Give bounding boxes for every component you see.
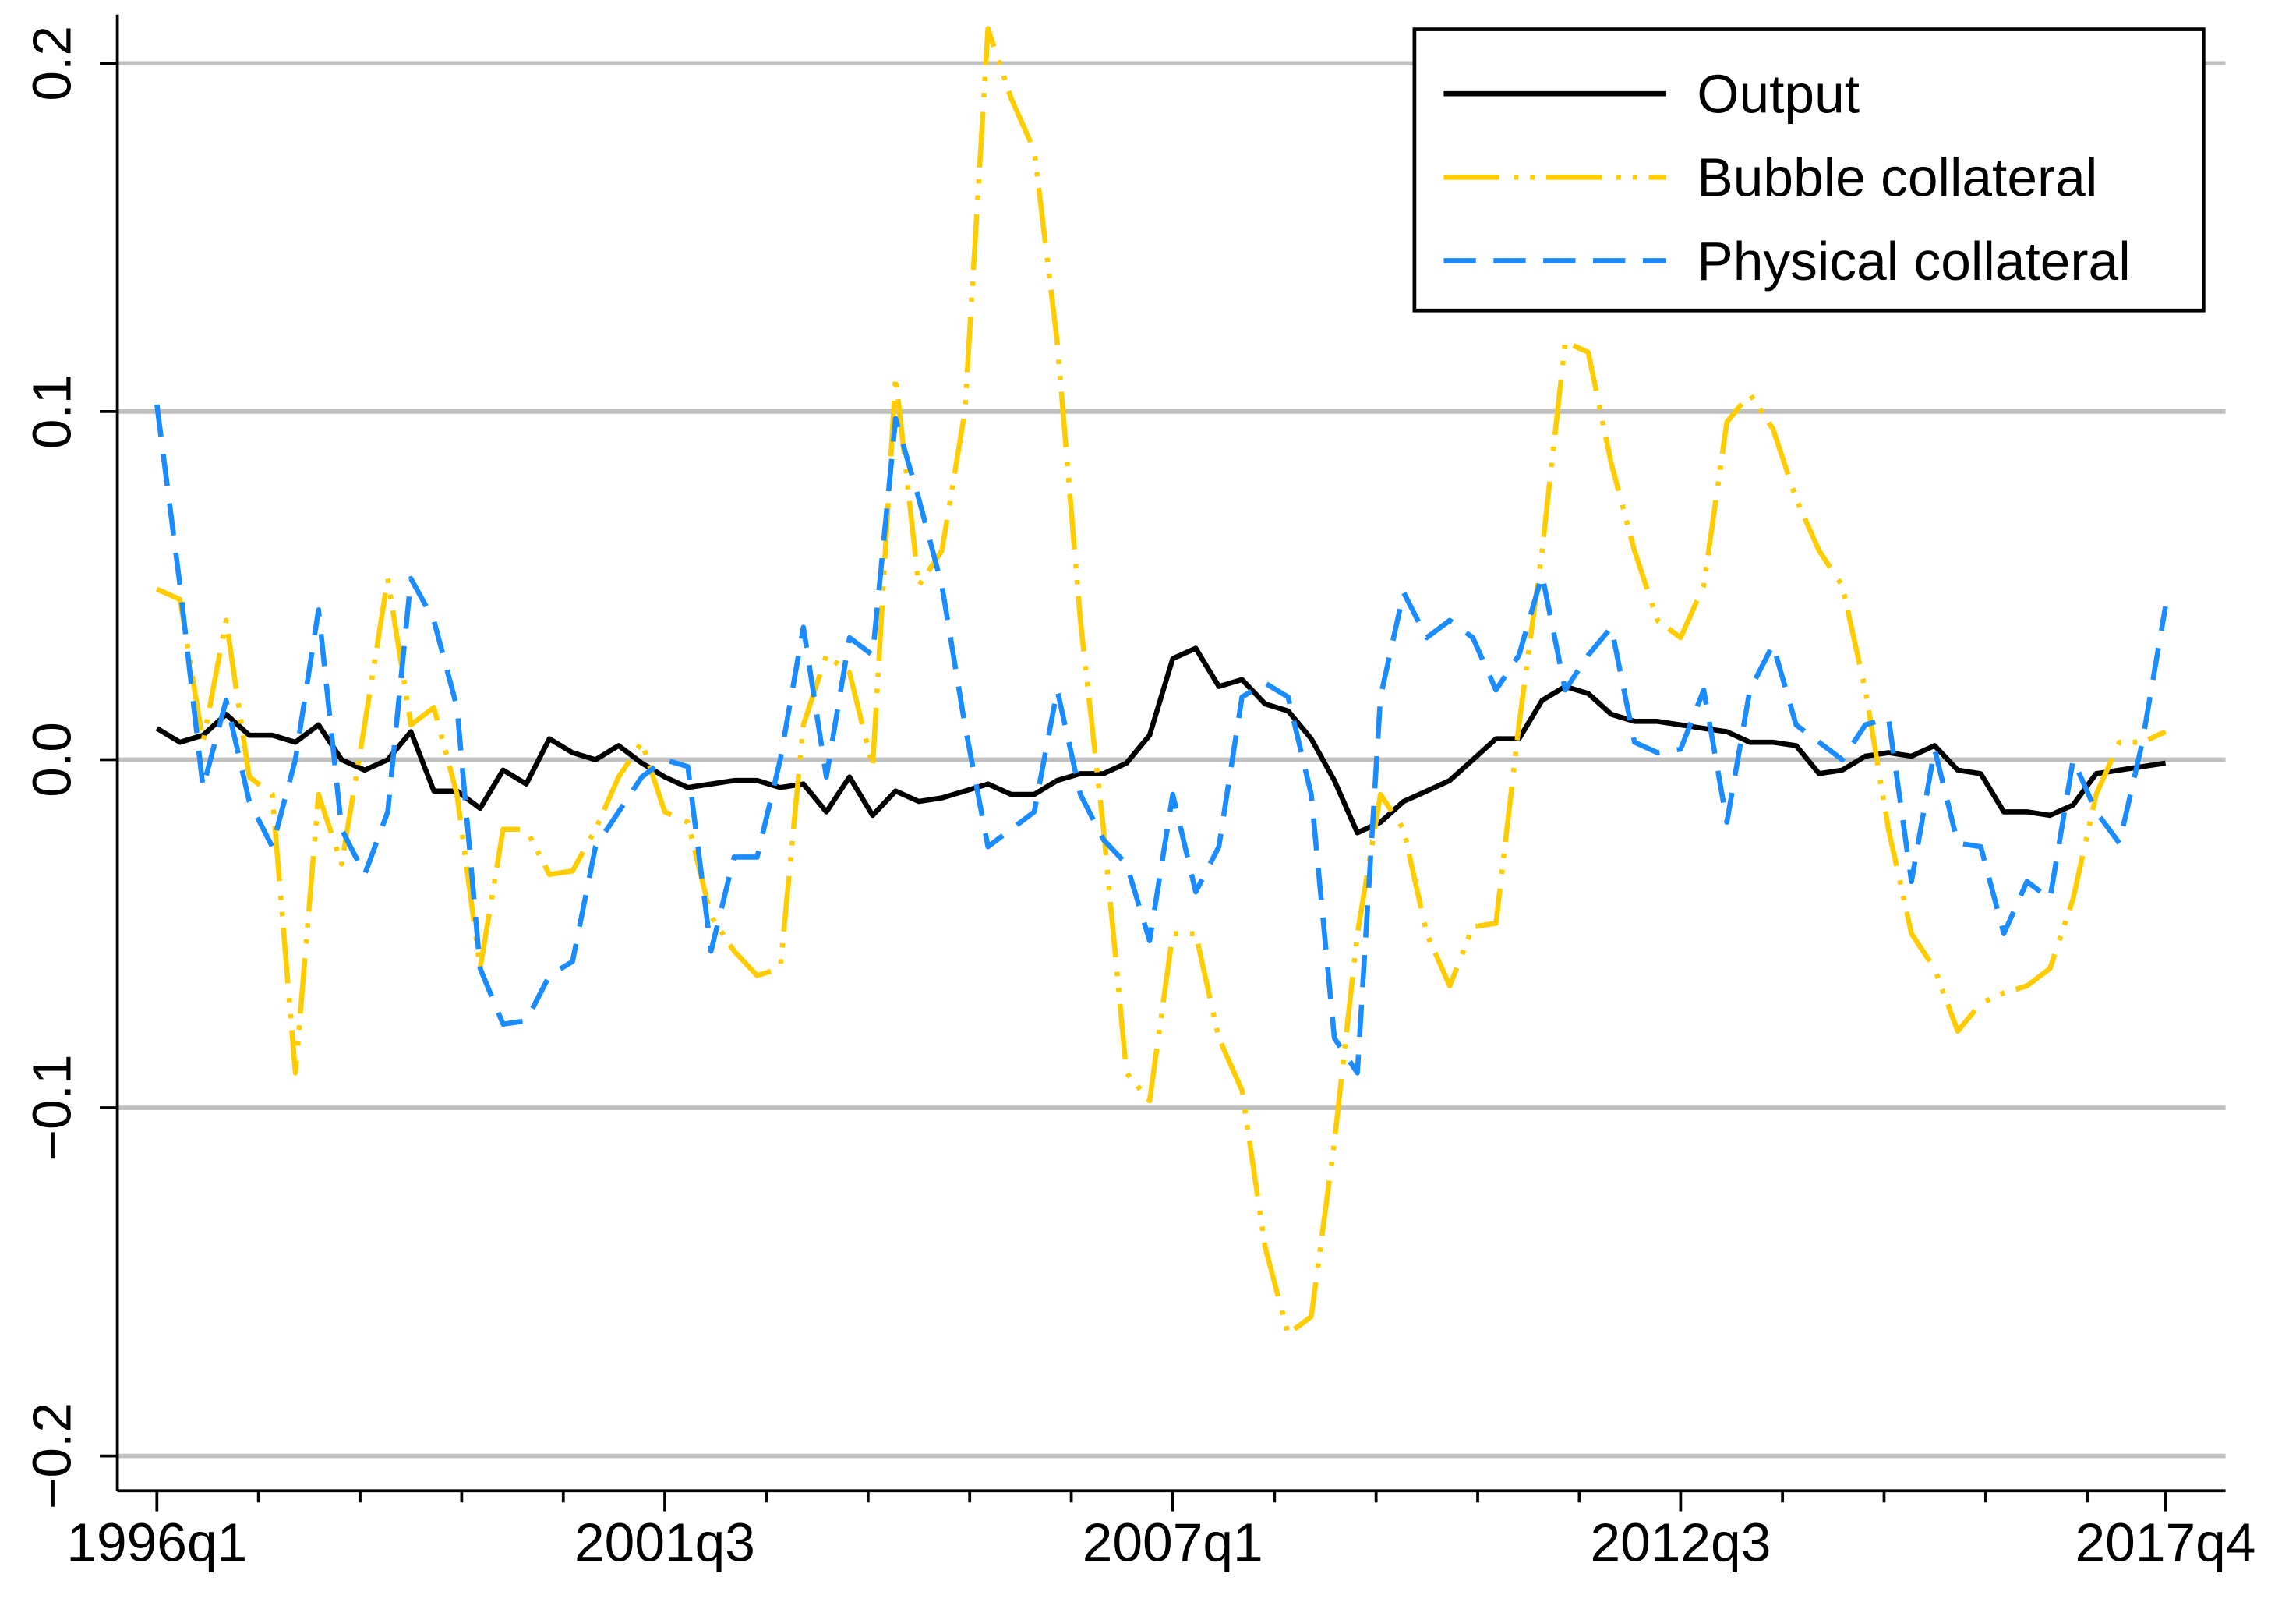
series-line bbox=[155, 26, 2167, 1337]
series-line bbox=[154, 404, 2168, 1076]
x-tick-label: 2012q3 bbox=[1590, 1512, 1771, 1572]
y-tick-label: 0.1 bbox=[21, 374, 82, 450]
legend-label: Bubble collateral bbox=[1697, 147, 2097, 208]
y-tick-label: −0.2 bbox=[21, 1402, 82, 1509]
x-tick-label: 2007q1 bbox=[1083, 1512, 1263, 1572]
legend-label: Output bbox=[1697, 64, 1860, 125]
y-tick-label: −0.1 bbox=[21, 1054, 82, 1161]
series-line bbox=[155, 645, 2167, 836]
x-tick-label: 2001q3 bbox=[574, 1512, 755, 1572]
y-tick-label: 0.0 bbox=[21, 722, 82, 797]
legend-box bbox=[1412, 27, 2206, 313]
y-tick-label: 0.2 bbox=[21, 26, 82, 101]
x-tick-label: 1996q1 bbox=[66, 1512, 247, 1572]
legend-label: Physical collateral bbox=[1697, 231, 2130, 292]
x-tick-label: 2017q4 bbox=[2075, 1512, 2256, 1572]
